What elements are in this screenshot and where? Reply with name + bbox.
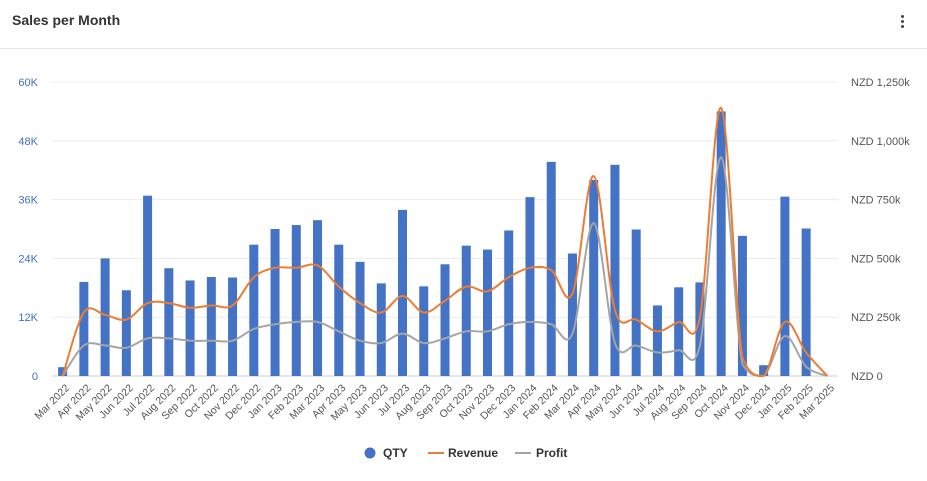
y-right-tick-label: NZD 750k — [851, 195, 901, 207]
qty-bar — [674, 287, 684, 376]
qty-bar — [461, 245, 471, 376]
more-vertical-icon[interactable] — [891, 10, 915, 34]
qty-bar — [143, 195, 153, 376]
legend-revenue-label: Revenue — [448, 446, 498, 460]
chart-title: Sales per Month — [12, 12, 121, 28]
qty-bar — [206, 277, 216, 376]
y-right-tick-label: NZD 0 — [851, 371, 883, 383]
qty-bar — [440, 264, 450, 376]
y-right-tick-label: NZD 500k — [851, 253, 901, 265]
qty-bar — [759, 365, 769, 376]
qty-bar — [79, 281, 89, 376]
qty-bar — [313, 220, 323, 376]
legend-qty-swatch — [364, 447, 376, 459]
qty-bar — [737, 235, 747, 376]
y-left-tick-label: 60K — [18, 77, 38, 89]
qty-bar — [716, 111, 726, 377]
qty-bar — [58, 367, 68, 376]
qty-bar — [567, 253, 577, 376]
y-left-tick-label: 24K — [18, 253, 38, 265]
qty-bar — [546, 161, 556, 376]
qty-bar — [482, 249, 492, 376]
qty-bar — [525, 197, 535, 376]
qty-bar — [419, 286, 429, 376]
qty-bar — [801, 228, 811, 376]
y-left-tick-label: 48K — [18, 136, 38, 148]
y-left-tick-label: 36K — [18, 195, 38, 207]
qty-bar — [652, 305, 662, 376]
qty-bar — [355, 261, 365, 376]
qty-bar — [695, 282, 705, 376]
qty-bar — [270, 229, 280, 376]
qty-bar — [249, 244, 259, 376]
legend-qty-label: QTY — [383, 446, 408, 460]
card-header: Sales per Month — [0, 0, 927, 49]
qty-bar — [504, 230, 514, 376]
qty-bar — [610, 164, 620, 376]
y-right-tick-label: NZD 1,250k — [851, 77, 910, 89]
qty-bar — [185, 280, 195, 376]
qty-bar — [164, 268, 174, 376]
qty-bar — [589, 180, 599, 376]
qty-bar — [291, 225, 301, 376]
y-left-tick-label: 12K — [18, 312, 38, 324]
qty-bar — [228, 277, 238, 376]
legend-profit-label: Profit — [536, 446, 567, 460]
y-right-tick-label: NZD 1,000k — [851, 136, 910, 148]
qty-bar — [121, 290, 131, 376]
qty-bar — [398, 209, 408, 376]
revenue-line — [61, 106, 829, 378]
qty-bar — [376, 283, 386, 376]
y-left-tick-label: 0 — [32, 371, 38, 383]
profit-line — [61, 156, 828, 378]
qty-bar — [334, 244, 344, 376]
y-right-tick-label: NZD 250k — [851, 312, 901, 324]
qty-bar — [780, 196, 790, 376]
qty-bar — [100, 258, 110, 376]
qty-bar — [631, 229, 641, 376]
